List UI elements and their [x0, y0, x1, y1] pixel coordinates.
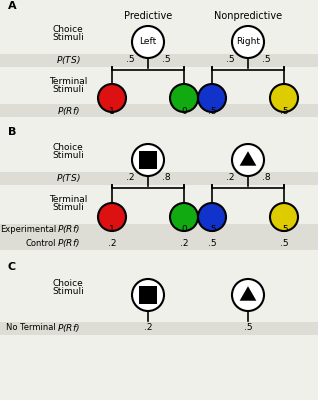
Text: .8: .8: [162, 174, 170, 182]
Text: Predictive: Predictive: [124, 11, 172, 21]
Text: .5: .5: [262, 56, 270, 64]
Text: Stimuli: Stimuli: [52, 152, 84, 160]
Circle shape: [170, 203, 198, 231]
Text: .5: .5: [280, 238, 288, 248]
Bar: [139, 286, 157, 304]
Text: $P$(TS): $P$(TS): [56, 54, 80, 66]
Text: Right: Right: [236, 38, 260, 46]
Text: 0: 0: [181, 224, 187, 234]
Polygon shape: [240, 151, 256, 166]
Circle shape: [132, 26, 164, 58]
Text: .5: .5: [280, 224, 288, 234]
Text: .5: .5: [244, 324, 252, 332]
Text: .5: .5: [208, 106, 216, 116]
Circle shape: [270, 84, 298, 112]
Circle shape: [232, 279, 264, 311]
Text: .2: .2: [144, 324, 152, 332]
Text: Choice: Choice: [52, 144, 83, 152]
Text: A: A: [8, 1, 17, 11]
Text: No Terminal: No Terminal: [6, 324, 56, 332]
Circle shape: [132, 279, 164, 311]
Circle shape: [198, 203, 226, 231]
Text: Stimuli: Stimuli: [52, 204, 84, 212]
Bar: [0, 224, 318, 250]
Text: .5: .5: [126, 56, 134, 64]
Text: Nonpredictive: Nonpredictive: [214, 11, 282, 21]
Text: C: C: [8, 262, 16, 272]
Circle shape: [198, 84, 226, 112]
Bar: [0, 172, 318, 185]
Bar: [0, 322, 318, 335]
Circle shape: [170, 84, 198, 112]
Text: $P$(Rf): $P$(Rf): [57, 237, 80, 249]
Text: Stimuli: Stimuli: [52, 286, 84, 296]
Text: .5: .5: [162, 56, 170, 64]
Text: Choice: Choice: [52, 278, 83, 288]
Text: Stimuli: Stimuli: [52, 86, 84, 94]
Text: Terminal: Terminal: [49, 78, 87, 86]
Text: 1: 1: [109, 224, 115, 234]
Text: .5: .5: [208, 224, 216, 234]
Text: .5: .5: [280, 106, 288, 116]
Text: $P$(Rf): $P$(Rf): [57, 223, 80, 235]
Text: B: B: [8, 127, 16, 137]
Text: .2: .2: [226, 174, 234, 182]
Text: Terminal: Terminal: [49, 196, 87, 204]
Polygon shape: [240, 286, 256, 301]
Text: Control: Control: [25, 238, 56, 248]
Circle shape: [98, 203, 126, 231]
Text: Left: Left: [139, 38, 157, 46]
Text: .2: .2: [126, 174, 134, 182]
Text: .5: .5: [208, 238, 216, 248]
Bar: [139, 151, 157, 169]
Text: .8: .8: [262, 174, 270, 182]
Text: Choice: Choice: [52, 26, 83, 34]
Text: Stimuli: Stimuli: [52, 34, 84, 42]
Text: $P$(TS): $P$(TS): [56, 172, 80, 184]
Text: .2: .2: [180, 238, 188, 248]
Text: $P$(Rf): $P$(Rf): [57, 105, 80, 117]
Circle shape: [270, 203, 298, 231]
Circle shape: [232, 26, 264, 58]
Circle shape: [98, 84, 126, 112]
Bar: [0, 54, 318, 67]
Circle shape: [132, 144, 164, 176]
Bar: [0, 104, 318, 117]
Text: $P$(Rf): $P$(Rf): [57, 322, 80, 334]
Text: Experimental: Experimental: [0, 224, 56, 234]
Text: 1: 1: [109, 106, 115, 116]
Text: .2: .2: [108, 238, 116, 248]
Text: .5: .5: [226, 56, 234, 64]
Circle shape: [232, 144, 264, 176]
Text: 0: 0: [181, 106, 187, 116]
